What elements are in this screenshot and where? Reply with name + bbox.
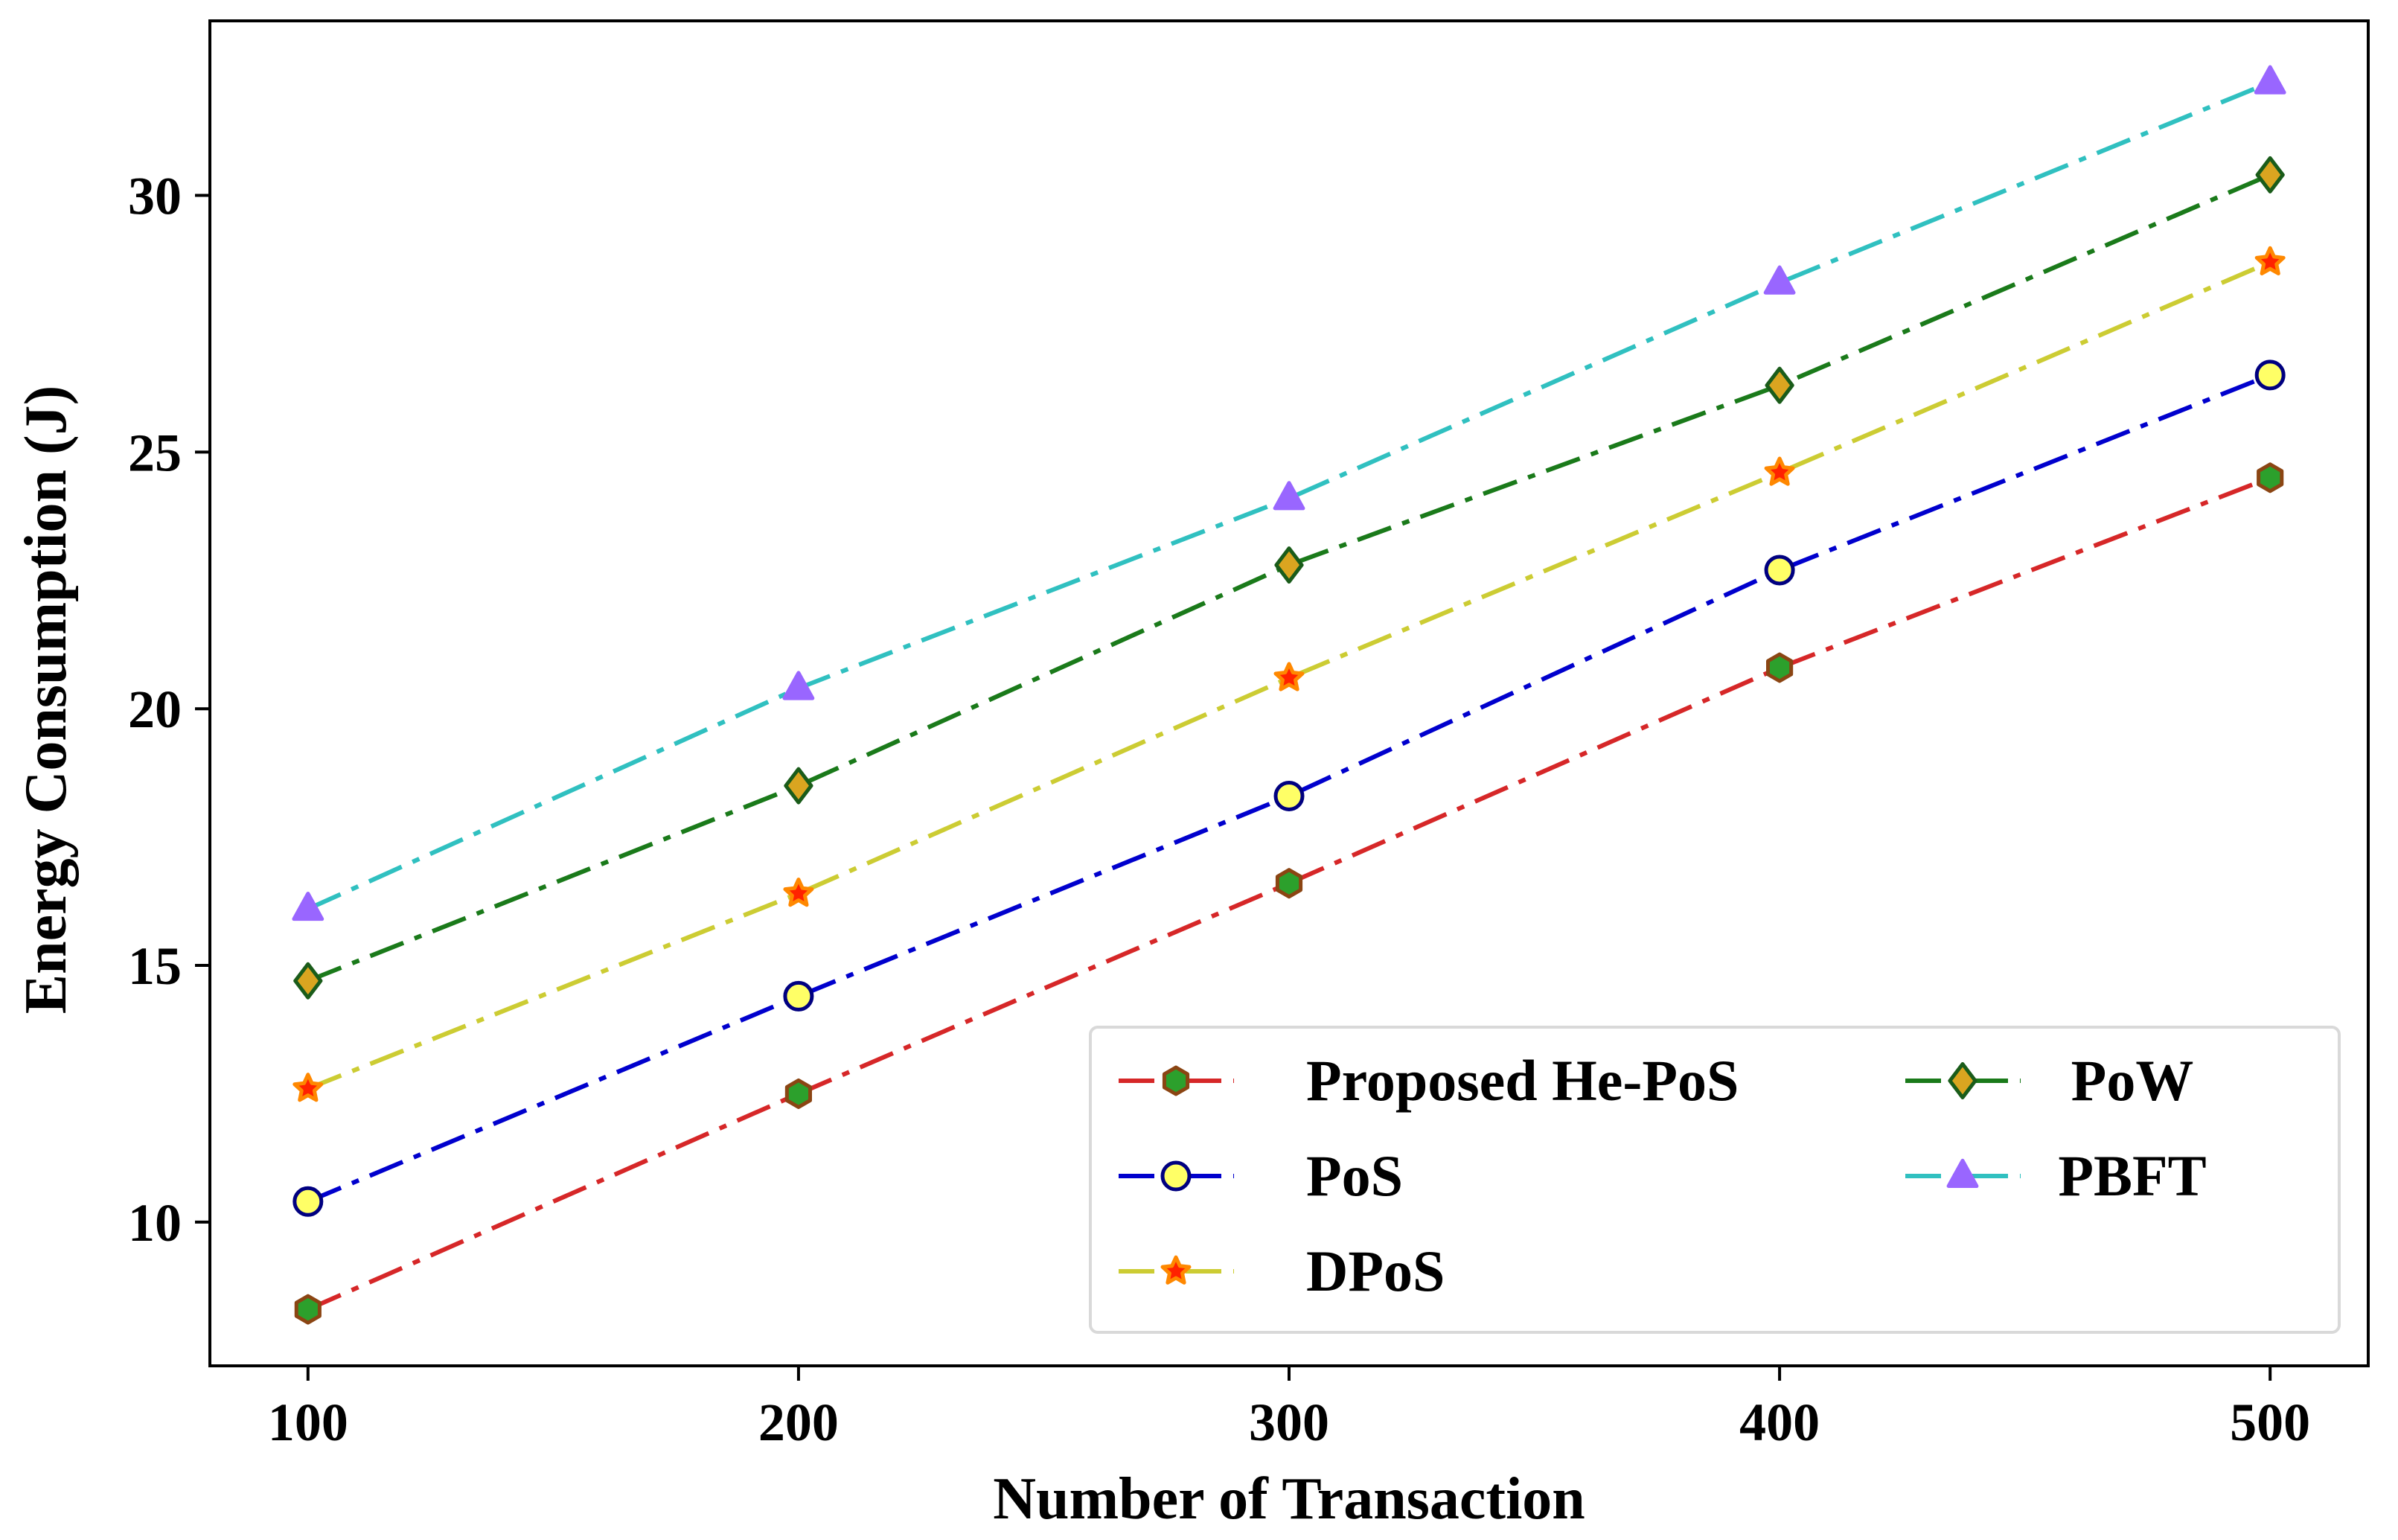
series-line: [307, 80, 2271, 911]
legend-label: PoW: [2071, 1048, 2194, 1113]
data-point: [1273, 662, 1305, 691]
y-tick-label: 25: [128, 423, 182, 482]
x-axis-label: Number of Transaction: [993, 1466, 1585, 1532]
series-line: [307, 476, 2271, 1311]
data-point: [1274, 546, 1304, 584]
data-point: [1766, 652, 1794, 683]
data-point: [293, 962, 323, 1000]
y-tick-label: 30: [128, 166, 182, 226]
data-point: [2254, 246, 2286, 275]
legend-swatch-marker: [1948, 1062, 1977, 1099]
data-point: [1275, 868, 1303, 899]
legend-entry: PBFT: [1905, 1143, 2207, 1208]
legend-entry: PoS: [1119, 1143, 1403, 1208]
series-line: [307, 173, 2271, 983]
data-point: [1764, 456, 1795, 486]
x-tick-label: 300: [1249, 1393, 1329, 1452]
legend-entry: Proposed He-PoS: [1119, 1048, 1739, 1113]
x-tick-label: 400: [1739, 1393, 1820, 1452]
legend-label: PBFT: [2058, 1143, 2206, 1208]
x-tick-label: 100: [268, 1393, 348, 1452]
legend-swatch-marker: [1160, 1255, 1192, 1285]
legend: Proposed He-PoS PoS DPoS PoW PBFT: [1089, 1026, 2341, 1334]
data-point: [2255, 156, 2285, 194]
series-dpos: [292, 246, 2286, 1102]
data-point: [292, 1186, 324, 1217]
series-proposed-he-pos: [294, 462, 2284, 1325]
y-tick-label: 10: [128, 1193, 182, 1253]
data-point: [782, 671, 815, 700]
x-tick-label: 200: [758, 1393, 839, 1452]
legend-box: [1089, 1026, 2341, 1334]
data-point: [784, 767, 813, 805]
data-point: [783, 878, 814, 907]
series-layer: [292, 65, 2286, 1325]
data-point: [2254, 65, 2286, 95]
series-line: [307, 373, 2271, 1204]
data-point: [292, 891, 324, 921]
series-line: [307, 260, 2271, 1091]
data-point: [783, 980, 814, 1012]
data-point: [1273, 780, 1305, 811]
data-point: [2254, 360, 2286, 391]
data-point: [1763, 265, 1796, 295]
series-pos: [292, 360, 2286, 1217]
legend-label: PoS: [1306, 1143, 1403, 1208]
x-tick-label: 500: [2230, 1393, 2310, 1452]
data-point: [1764, 555, 1795, 586]
legend-swatch-marker: [1160, 1160, 1192, 1192]
y-tick-label: 15: [128, 936, 182, 996]
series-pbft: [292, 65, 2286, 921]
series-pow: [293, 156, 2285, 1000]
legend-entry: PoW: [1905, 1048, 2193, 1113]
legend-entry: DPoS: [1119, 1239, 1445, 1303]
legend-swatch-marker: [1946, 1158, 1979, 1188]
y-tick-label: 20: [128, 680, 182, 739]
data-point: [294, 1294, 322, 1325]
legend-swatch-marker: [1162, 1065, 1190, 1096]
data-point: [292, 1073, 324, 1102]
data-point: [1765, 366, 1794, 404]
data-point: [2257, 462, 2284, 493]
data-point: [1273, 481, 1305, 511]
legend-label: DPoS: [1306, 1239, 1445, 1303]
data-point: [784, 1078, 812, 1109]
legend-label: Proposed He-PoS: [1306, 1048, 1739, 1113]
axis-ticks: 100 200 300 400 500 10 15 20 25 30: [128, 166, 2310, 1452]
y-axis-label: Energy Consumption (J): [13, 386, 79, 1015]
